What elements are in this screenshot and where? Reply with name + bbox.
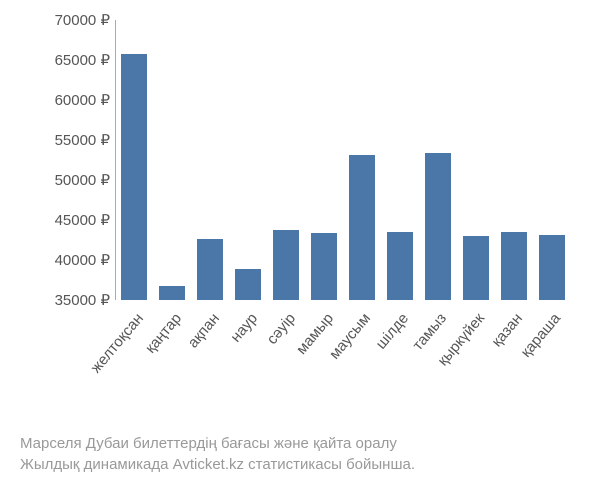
bar xyxy=(159,286,186,300)
bar xyxy=(197,239,224,300)
bar xyxy=(539,235,566,300)
x-label-slot: мамыр xyxy=(310,305,337,425)
price-chart: 35000 ₽ 40000 ₽ 45000 ₽ 50000 ₽ 55000 ₽ 60000… xyxy=(30,20,570,400)
x-label-slot: желтоқсан xyxy=(120,305,147,425)
bar xyxy=(273,230,300,300)
bar xyxy=(501,232,528,300)
caption-line-1: Марселя Дубаи билеттердің бағасы және қа… xyxy=(20,433,580,454)
bar xyxy=(387,232,414,300)
chart-caption: Марселя Дубаи билеттердің бағасы және қа… xyxy=(20,433,580,475)
bar xyxy=(349,155,376,300)
x-label-slot: ақпан xyxy=(196,305,223,425)
y-tick: 60000 ₽ xyxy=(30,91,110,109)
x-label-slot: маусым xyxy=(348,305,375,425)
y-tick: 55000 ₽ xyxy=(30,131,110,149)
x-axis-labels: желтоқсанқаңтарақпаннаурсәуірмамырмаусым… xyxy=(115,305,570,425)
x-label-slot: қазан xyxy=(500,305,527,425)
x-label: қаңтар xyxy=(142,310,185,357)
x-label: наур xyxy=(227,310,261,346)
bar xyxy=(235,269,262,300)
y-tick: 70000 ₽ xyxy=(30,11,110,29)
x-label-slot: наур xyxy=(234,305,261,425)
bar xyxy=(121,54,148,300)
x-label: желтоқсан xyxy=(87,310,147,376)
x-label-slot: сәуір xyxy=(272,305,299,425)
bar xyxy=(425,153,452,300)
y-tick: 50000 ₽ xyxy=(30,171,110,189)
x-label: шілде xyxy=(373,310,413,353)
bars-group xyxy=(116,20,570,300)
y-axis: 35000 ₽40000 ₽45000 ₽50000 ₽55000 ₽60000… xyxy=(30,20,110,300)
x-label: ақпан xyxy=(184,310,223,351)
plot-area xyxy=(115,20,570,300)
y-tick: 45000 ₽ xyxy=(30,211,110,229)
caption-line-2: Жылдық динамикада Avticket.kz статистика… xyxy=(20,454,580,475)
x-label-slot: қараша xyxy=(538,305,565,425)
x-label-slot: қаңтар xyxy=(158,305,185,425)
bar xyxy=(311,233,338,300)
y-tick: 65000 ₽ xyxy=(30,51,110,69)
y-tick: 40000 ₽ xyxy=(30,251,110,269)
x-label-slot: шілде xyxy=(386,305,413,425)
x-label: сәуір xyxy=(263,310,299,348)
y-tick: 35000 ₽ xyxy=(30,291,110,309)
bar xyxy=(463,236,490,300)
x-label-slot: қыркүйек xyxy=(462,305,489,425)
